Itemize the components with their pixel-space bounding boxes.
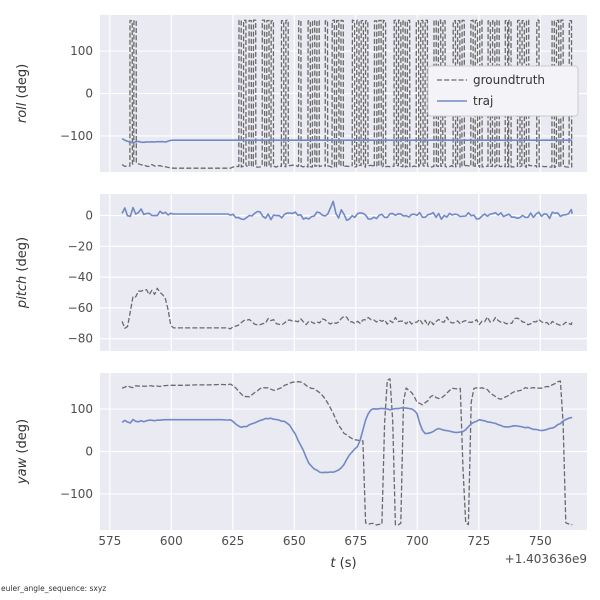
ytick-label-yaw: −100 — [60, 487, 93, 501]
panel-pitch-grid — [100, 194, 587, 351]
roll-groundtruth-line — [121, 19, 573, 169]
panel-roll: −100 0 100 roll (deg) groundtruth traj — [15, 15, 587, 172]
pitch-groundtruth-line — [121, 287, 573, 330]
panel-pitch: 0 −20 −40 −60 −80 pitch (deg) — [15, 194, 587, 351]
ytick-label-pitch: −60 — [68, 301, 93, 315]
ytick-label-roll: 100 — [70, 44, 93, 58]
legend-label-groundtruth: groundtruth — [473, 73, 545, 87]
yaw-traj-line — [121, 407, 573, 474]
xtick-label: 750 — [529, 534, 552, 548]
panel-pitch-background — [100, 194, 587, 351]
xtick-label: 625 — [221, 534, 244, 548]
ytick-label-roll: −100 — [60, 129, 93, 143]
roll-traj-line — [121, 138, 573, 144]
ylabel-yaw: yaw (deg) — [15, 419, 30, 485]
panel-yaw-grid — [100, 373, 587, 530]
xtick-label: 675 — [344, 534, 367, 548]
ylabel-roll: roll (deg) — [15, 64, 30, 123]
yaw-groundtruth-line — [121, 378, 573, 526]
legend-box — [427, 65, 579, 117]
panel-pitch-series — [121, 200, 573, 330]
panel-roll-series — [121, 19, 573, 169]
xtick-label: 700 — [406, 534, 429, 548]
ylabel-pitch: pitch (deg) — [15, 237, 30, 309]
ytick-label-pitch: 0 — [85, 209, 93, 223]
xtick-label: 600 — [160, 534, 183, 548]
xtick-label: 725 — [467, 534, 490, 548]
panel-yaw: −100 0 100 yaw (deg) — [15, 373, 587, 530]
xlabel: t (s) — [330, 556, 356, 571]
legend-label-traj: traj — [473, 94, 493, 108]
ytick-label-pitch: −20 — [68, 239, 93, 253]
footer-note: euler_angle_sequence: sxyz — [1, 584, 107, 593]
x-offset-label: +1.403636e9 — [505, 552, 587, 566]
ytick-label-yaw: 0 — [85, 445, 93, 459]
panel-yaw-series — [121, 378, 573, 526]
xtick-label: 650 — [283, 534, 306, 548]
ytick-label-pitch: −80 — [68, 332, 93, 346]
ytick-label-pitch: −40 — [68, 270, 93, 284]
xtick-labels: 575 600 625 650 675 700 725 750 — [98, 534, 551, 548]
ytick-label-roll: 0 — [85, 87, 93, 101]
ytick-label-yaw: 100 — [70, 402, 93, 416]
legend: groundtruth traj — [427, 65, 579, 117]
xtick-label: 575 — [98, 534, 121, 548]
pitch-traj-line — [121, 200, 573, 222]
